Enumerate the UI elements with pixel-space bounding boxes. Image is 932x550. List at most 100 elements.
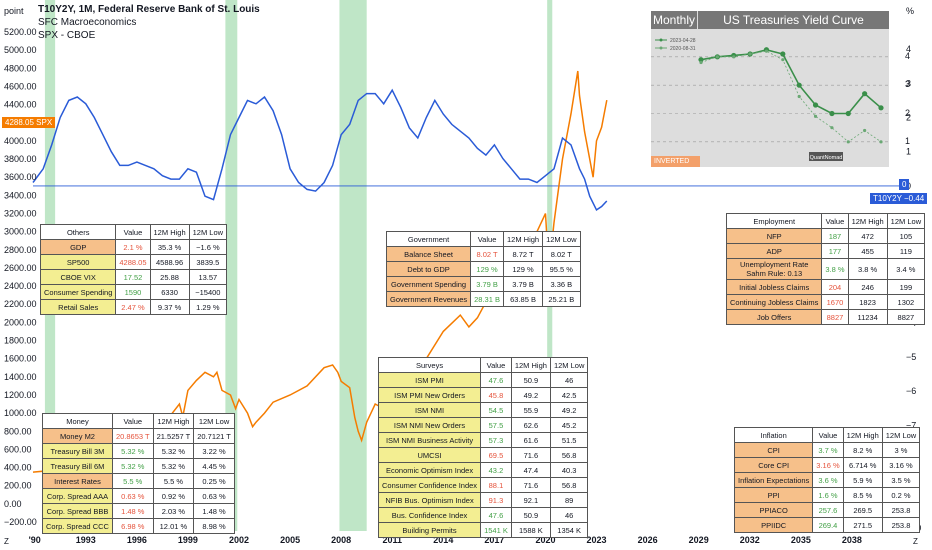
surveys-table: Surveys Value 12M High 12M Low ISM PMI 47.6 50… <box>377 357 589 538</box>
table-header-cell: Inflation <box>733 427 814 443</box>
row-low: 4.45 % <box>193 458 235 474</box>
table-row: Economic Optimism Index 43.2 47.4 40.3 <box>377 462 589 478</box>
row-high: 455 <box>847 243 888 259</box>
table-row: Retail Sales 2.47 % 9.37 % 1.29 % <box>39 299 228 315</box>
row-value: 269.4 <box>812 517 844 533</box>
recession-band-2 <box>339 0 367 531</box>
row-value: 88.1 <box>480 477 512 493</box>
row-label: Unemployment Rate Sahm Rule: 0.13 <box>725 258 823 280</box>
yc-point <box>797 94 801 99</box>
yc-line-1 <box>700 50 882 143</box>
zoom-toggle-left[interactable]: Z <box>4 537 9 546</box>
row-label: CBOE VIX <box>39 269 117 285</box>
others-table: Others Value 12M High 12M Low GDP 2.1 % 35.3 %… <box>39 224 228 315</box>
left-tick-label: 2000.00 <box>4 317 37 327</box>
right-tick-label: 2 <box>906 113 911 123</box>
row-value: 4288.05 <box>115 254 151 270</box>
row-label: Consumer Spending <box>39 284 117 300</box>
row-high: 269.5 <box>842 502 883 518</box>
x-tick-label: 2038 <box>842 535 862 545</box>
row-value: 57.3 <box>480 432 512 448</box>
row-high: 0.92 % <box>152 488 195 504</box>
x-axis: '90 1993 1996 1999 2002 2005 2008 2011 2014 2017 2… <box>29 535 862 545</box>
yc-point <box>812 102 819 108</box>
row-value: 43.2 <box>480 462 512 478</box>
row-low: 253.8 <box>881 502 921 518</box>
row-value: 2.1 % <box>115 239 151 255</box>
table-row: Interest Rates 5.5 % 5.5 % 0.25 % <box>42 473 235 489</box>
yc-point <box>829 110 835 117</box>
row-value: 5.32 % <box>111 443 154 459</box>
row-high: 1588 K <box>510 522 551 538</box>
row-low: 1.29 % <box>188 299 228 315</box>
left-tick-label: 2600.00 <box>4 263 37 273</box>
table-row: NFP 187 472 105 <box>725 228 926 244</box>
row-value: 47.6 <box>480 372 512 388</box>
row-label: CPI <box>733 442 814 458</box>
row-value: 20.8653 T <box>111 428 154 444</box>
row-low: −1.6 % <box>188 239 228 255</box>
x-tick-label: 2005 <box>280 535 300 545</box>
row-low: 51.5 <box>549 432 589 448</box>
row-low: 3839.5 <box>188 254 228 270</box>
row-low: 89 <box>549 492 589 508</box>
left-tick-label: 3600.00 <box>4 172 37 182</box>
row-low: 20.7121 T <box>193 428 235 444</box>
row-high: 1823 <box>847 294 888 310</box>
row-label: Building Permits <box>377 522 482 538</box>
recession-band-1 <box>225 0 238 531</box>
row-high: 472 <box>847 228 888 244</box>
row-low: 8.98 % <box>193 518 235 534</box>
yc-point <box>732 55 736 59</box>
left-tick-label: 1600.00 <box>4 354 37 364</box>
x-tick-label: 2035 <box>791 535 811 545</box>
yc-point <box>698 57 704 63</box>
row-high: 246 <box>847 279 888 295</box>
row-high: 62.6 <box>510 417 551 433</box>
table-row: ISM NMI New Orders 57.5 62.6 45.2 <box>377 417 589 433</box>
x-tick-label: 2023 <box>587 535 607 545</box>
left-tick-label: 3200.00 <box>4 208 37 218</box>
table-header-cell: 12M High <box>152 413 195 429</box>
yc-xlabel: QuantNomad <box>810 155 843 161</box>
x-tick-label: 2002 <box>229 535 249 545</box>
x-tick-label: 2029 <box>689 535 709 545</box>
government-table: Government Value 12M High 12M Low Balance Sh… <box>385 231 581 307</box>
row-high: 8.5 % <box>842 487 883 503</box>
row-low: 0.25 % <box>193 473 235 489</box>
row-value: 1.48 % <box>111 503 154 519</box>
table-row: GDP 2.1 % 35.3 % −1.6 % <box>39 239 228 255</box>
zoom-toggle-right[interactable]: Z <box>913 537 918 546</box>
row-label: PPIACO <box>733 502 814 518</box>
row-high: 55.9 <box>510 402 551 418</box>
table-row: Money M2 20.8653 T 21.5257 T 20.7121 T <box>42 428 235 444</box>
yc-point <box>846 140 850 144</box>
yc-point <box>863 128 867 133</box>
row-high: 3.8 % <box>847 258 888 280</box>
row-low: 3.4 % <box>886 258 926 280</box>
row-low: 42.5 <box>549 387 589 403</box>
row-high: 12.01 % <box>152 518 195 534</box>
t10y2y-value-badge: T10Y2Y −0.44 <box>870 193 928 204</box>
table-header-row: Surveys Value 12M High 12M Low <box>377 357 589 373</box>
row-label: Corp. Spread BBB <box>42 503 113 519</box>
row-high: 6330 <box>149 284 190 300</box>
row-label: ISM NMI Business Activity <box>377 432 482 448</box>
left-tick-label: 4000.00 <box>4 136 37 146</box>
table-header-row: Employment Value 12M High 12M Low <box>725 213 926 229</box>
left-tick-label: 800.00 <box>4 426 32 436</box>
row-label: Balance Sheet <box>385 246 472 262</box>
right-tick-label: 3 <box>906 78 911 88</box>
yc-point <box>813 114 818 118</box>
row-value: 0.63 % <box>111 488 154 504</box>
row-label: NFIB Bus. Optimism Index <box>377 492 482 508</box>
x-tick-label: 1996 <box>127 535 147 545</box>
table-row: Corp. Spread CCC 6.98 % 12.01 % 8.98 % <box>42 518 235 534</box>
left-tick-label: 3400.00 <box>4 190 37 200</box>
row-value: 54.5 <box>480 402 512 418</box>
row-high: 63.85 B <box>502 291 544 307</box>
row-low: 49.2 <box>549 402 589 418</box>
row-value: 3.6 % <box>812 472 844 488</box>
table-header-cell: 12M Low <box>193 413 235 429</box>
inverted-status-badge: INVERTED <box>651 156 700 167</box>
